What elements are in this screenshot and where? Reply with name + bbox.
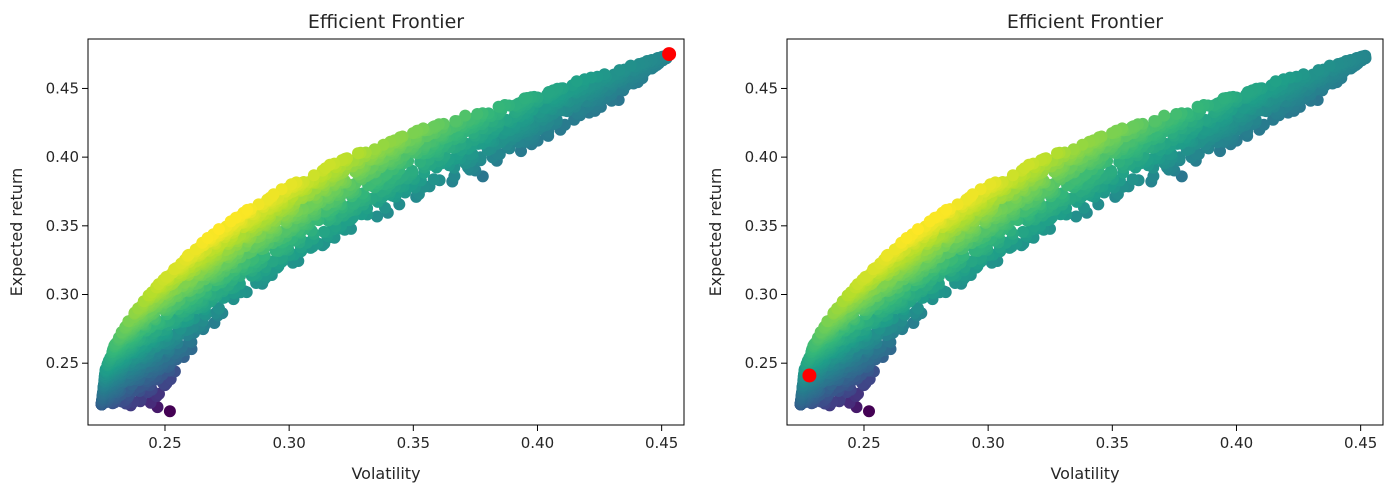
- scatter-point: [1148, 115, 1161, 127]
- scatter-point: [224, 215, 237, 228]
- chart-title: Efficient Frontier: [308, 11, 464, 33]
- scatter-point: [492, 100, 505, 113]
- scatter-point: [307, 169, 320, 182]
- scatter-point: [406, 164, 419, 177]
- scatter-point: [1191, 100, 1204, 113]
- x-tick-label: 0.25: [148, 434, 181, 452]
- y-tick-label: 0.30: [46, 286, 79, 304]
- scatter-point: [624, 59, 637, 72]
- highlight-layer: [662, 47, 677, 62]
- scatter-point: [1016, 225, 1029, 238]
- y-tick-label: 0.35: [46, 217, 79, 235]
- scatter-point: [542, 86, 555, 98]
- scatter-point: [212, 302, 225, 314]
- scatter-point: [241, 203, 254, 216]
- x-tick-label: 0.40: [521, 434, 554, 452]
- scatter-point: [323, 158, 336, 171]
- chart-left-max-volatility: Efficient Frontier 0.25 0.30 0.35 0.40 0.45 …: [7, 11, 685, 483]
- y-tick-label: 0.45: [46, 79, 79, 97]
- scatter-point: [267, 188, 280, 201]
- scatter-point: [1312, 64, 1325, 77]
- scatter-point: [201, 232, 214, 244]
- scatter-point: [371, 210, 384, 223]
- scatter-point: [518, 92, 531, 105]
- y-tick-label: 0.40: [46, 148, 79, 166]
- scatter-point: [407, 127, 419, 140]
- scatter-point: [212, 223, 225, 236]
- x-tick-label: 0.45: [645, 434, 678, 452]
- scatter-point: [317, 225, 330, 238]
- scatter-point: [1217, 92, 1230, 105]
- x-tick-label: 0.35: [397, 434, 430, 452]
- x-axis-label: Volatility: [351, 464, 420, 483]
- scatter-point: [449, 115, 462, 127]
- x-tick-label: 0.30: [272, 434, 305, 452]
- highlight-point: [662, 47, 677, 62]
- y-tick-label: 0.25: [46, 354, 79, 372]
- scatter-point: [863, 405, 875, 418]
- scatter-point: [471, 108, 484, 120]
- scatter-point: [459, 109, 472, 122]
- scatter-point: [570, 75, 583, 88]
- scatter-point: [352, 147, 364, 160]
- scatter-point: [613, 64, 626, 77]
- chart-title: Efficient Frontier: [1007, 11, 1163, 33]
- y-axis-label: Expected return: [7, 168, 26, 297]
- scatter-point: [163, 405, 176, 418]
- scatter-point: [1106, 127, 1118, 140]
- scatter-point: [427, 173, 440, 186]
- scatter-points-layer: [95, 49, 673, 418]
- scatter-point: [1241, 86, 1254, 98]
- scatter-point: [1170, 108, 1183, 120]
- scatter-point: [1269, 75, 1282, 88]
- scatter-point: [1323, 59, 1336, 72]
